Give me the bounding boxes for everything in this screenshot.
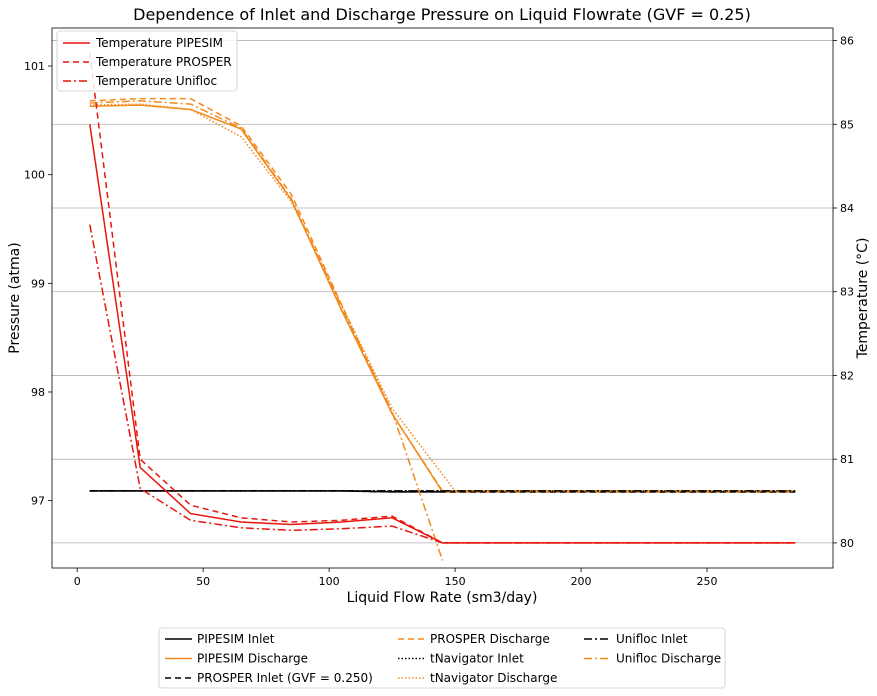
pressure-legend: PIPESIM Inlet PIPESIM Discharge PROSPER In… xyxy=(158,627,726,689)
x-tick-label-1: 50 xyxy=(196,575,210,588)
legend-label-prosper-inlet-gvf-0-250: PROSPER Inlet (GVF = 0.250) xyxy=(197,671,373,685)
x-axis-label: Liquid Flow Rate (sm3/day) xyxy=(347,590,538,606)
legend-label-unifloc-discharge: Unifloc Discharge xyxy=(616,652,721,666)
x-tick-label-4: 200 xyxy=(571,575,592,588)
y-tick-label-0: 97 xyxy=(31,495,45,508)
legend-label-temperature-unifloc: Temperature Unifloc xyxy=(95,74,217,88)
axis-layer: 0 50 100 150 200 250 97 98 99 100 101 80 81 82 83 84 85 8… xyxy=(24,35,854,588)
pressure-legend-box xyxy=(158,627,726,689)
legend-label-prosper-discharge: PROSPER Discharge xyxy=(430,632,550,646)
y2-tick-label-2: 82 xyxy=(840,369,854,382)
legend-label-pipesim-inlet: PIPESIM Inlet xyxy=(197,632,275,646)
temperature-legend: Temperature PIPESIM Temperature PROSPER Te… xyxy=(56,30,238,92)
temperature-legend-box xyxy=(56,30,238,92)
x-tick-label-0: 0 xyxy=(74,575,81,588)
x-tick-label-2: 100 xyxy=(319,575,340,588)
legend-label-tnavigator-discharge: tNavigator Discharge xyxy=(430,671,557,685)
y2-tick-label-5: 85 xyxy=(840,118,854,131)
chart-title: Dependence of Inlet and Discharge Pressu… xyxy=(133,5,751,24)
x-tick-label-3: 150 xyxy=(445,575,466,588)
y2-axis-label: Temperature (°C) xyxy=(855,238,871,360)
legend-label-unifloc-inlet: Unifloc Inlet xyxy=(616,632,688,646)
legend-label-temperature-pipesim: Temperature PIPESIM xyxy=(95,36,223,50)
y2-tick-label-3: 83 xyxy=(840,286,854,299)
legend-label-tnavigator-inlet: tNavigator Inlet xyxy=(430,652,524,666)
y2-tick-label-4: 84 xyxy=(840,202,854,215)
x-tick-label-5: 250 xyxy=(697,575,718,588)
series-prosper-inlet-gvf-0-250 xyxy=(89,490,796,493)
y2-tick-label-1: 81 xyxy=(840,453,854,466)
series-temperature-unifloc xyxy=(89,224,796,544)
legend-label-pipesim-discharge: PIPESIM Discharge xyxy=(197,652,308,666)
y-axis-label: Pressure (atma) xyxy=(7,242,23,353)
grid-layer xyxy=(52,40,833,544)
series-tnavigator-discharge xyxy=(89,103,796,492)
y-tick-label-2: 99 xyxy=(31,277,45,290)
y-tick-label-1: 98 xyxy=(31,386,45,399)
legend-label-temperature-prosper: Temperature PROSPER xyxy=(95,55,232,69)
series-unifloc-discharge xyxy=(89,100,444,561)
series-layer xyxy=(89,53,796,561)
y2-tick-label-6: 86 xyxy=(840,35,854,48)
plot-frame xyxy=(51,27,834,569)
y-tick-label-4: 101 xyxy=(24,60,45,73)
y2-tick-label-0: 80 xyxy=(840,537,854,550)
y-tick-label-3: 100 xyxy=(24,169,45,182)
